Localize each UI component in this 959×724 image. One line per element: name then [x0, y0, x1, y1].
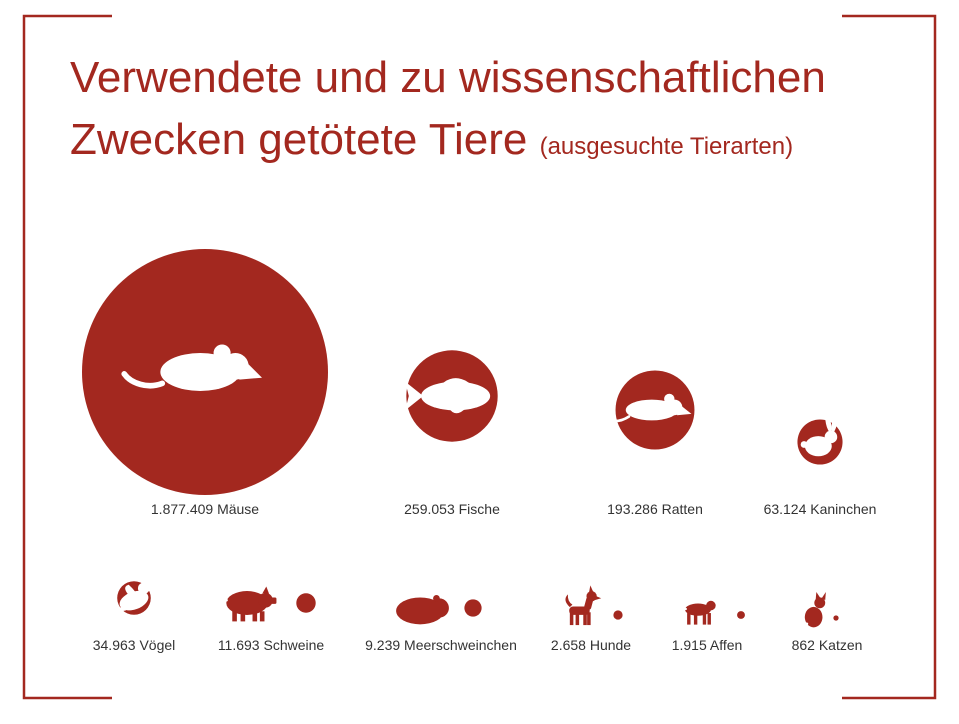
- data-label: 1.877.409 Mäuse: [151, 501, 259, 517]
- bubble-pig: 11.693 Schweine: [218, 586, 325, 653]
- bubble-cat: 862 Katzen: [792, 591, 863, 653]
- rat-icon: [600, 393, 692, 423]
- bird-icon: [109, 582, 156, 614]
- bubble-rat: 193.286 Ratten: [600, 370, 703, 517]
- data-label: 259.053 Fische: [404, 501, 500, 517]
- data-label: 9.239 Meerschweinchen: [365, 637, 517, 653]
- cat-icon: [797, 591, 826, 628]
- data-label: 2.658 Hunde: [551, 637, 631, 653]
- bubble-mouse: 1.877.409 Mäuse: [82, 249, 328, 517]
- title-text-1: Verwendete und zu wissenschaftlichen: [70, 53, 826, 102]
- data-label: 34.963 Vögel: [93, 637, 176, 653]
- guinea-pig-icon: [396, 595, 449, 625]
- bubble-guinea-pig: 9.239 Meerschweinchen: [365, 595, 517, 653]
- title-text-2: Zwecken getötete Tiere: [70, 115, 528, 164]
- data-label: 11.693 Schweine: [218, 637, 325, 653]
- mouse-icon: [121, 344, 262, 391]
- data-label: 862 Katzen: [792, 637, 863, 653]
- bubble-circle: [833, 615, 839, 621]
- data-label: 63.124 Kaninchen: [764, 501, 877, 517]
- chart-title-line-1: Verwendete und zu wissenschaftlichen: [70, 56, 826, 100]
- bubble-bird: 34.963 Vögel: [93, 581, 176, 653]
- bubble-circle: [464, 599, 482, 617]
- dog-icon: [565, 585, 602, 626]
- bubble-rabbit: 63.124 Kaninchen: [764, 414, 877, 517]
- bubble-circle: [296, 593, 316, 613]
- data-label: 193.286 Ratten: [607, 501, 703, 517]
- bubble-circle: [613, 610, 623, 620]
- bubble-monkey: 1.915 Affen: [672, 590, 745, 653]
- bubble-circle: [737, 611, 745, 619]
- data-label: 1.915 Affen: [672, 637, 743, 653]
- rabbit-icon: [800, 414, 838, 457]
- chart-subtitle: (ausgesuchte Tierarten): [539, 133, 794, 160]
- monkey-icon: [674, 590, 716, 625]
- bubble-dog: 2.658 Hunde: [551, 585, 631, 653]
- pig-icon: [220, 586, 277, 622]
- bubble-fish: 259.053 Fische: [404, 350, 500, 517]
- chart-title-line-2: Zwecken getötete Tiere (ausgesuchte Tier…: [70, 118, 793, 162]
- fish-icon: [405, 378, 491, 414]
